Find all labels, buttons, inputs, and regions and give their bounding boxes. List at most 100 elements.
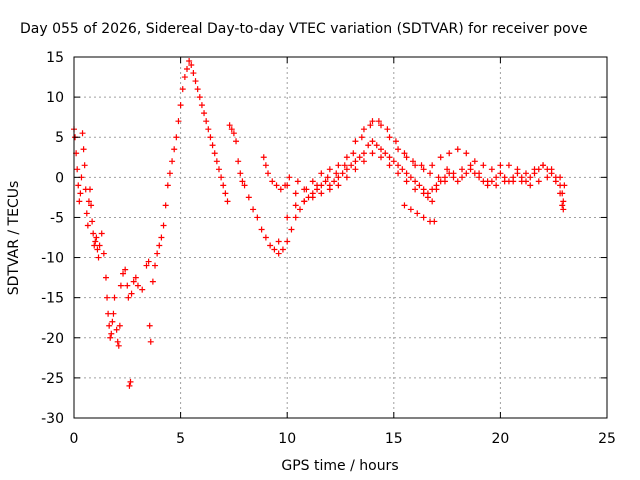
data-point <box>196 94 203 101</box>
data-point <box>467 162 474 169</box>
data-point <box>92 238 99 245</box>
data-point <box>463 150 470 157</box>
data-point <box>459 166 466 173</box>
data-point <box>80 146 87 153</box>
data-point <box>505 162 512 169</box>
data-point <box>292 214 299 221</box>
axis-ticks: 0 5 10 15 20 25 -30 -25 -20 -15 -10 -5 0 5 10 15 <box>41 50 616 447</box>
data-point <box>292 190 299 197</box>
data-point <box>122 266 129 273</box>
data-point <box>198 102 205 109</box>
data-point <box>145 258 152 265</box>
data-point <box>378 122 385 129</box>
data-point <box>149 278 156 285</box>
data-point <box>450 170 457 177</box>
data-point <box>476 170 483 177</box>
data-point <box>114 338 121 345</box>
y-tick-label: 10 <box>46 90 64 106</box>
data-point <box>401 150 408 157</box>
chart-title: Day 055 of 2026, Sidereal Day-to-day VTE… <box>20 21 588 37</box>
x-tick-label: 10 <box>278 431 296 447</box>
data-point <box>273 182 280 189</box>
data-point <box>433 186 440 193</box>
data-point <box>454 178 461 185</box>
data-point <box>343 154 350 161</box>
y-tick-label: 0 <box>55 170 64 186</box>
data-point <box>166 170 173 177</box>
data-point <box>205 126 212 133</box>
data-point <box>437 154 444 161</box>
data-point <box>250 206 257 213</box>
data-point <box>324 174 331 181</box>
data-point <box>194 86 201 93</box>
data-point <box>560 206 567 213</box>
x-tick-label: 15 <box>385 431 403 447</box>
data-point <box>560 198 567 205</box>
y-tick-label: -5 <box>50 210 64 226</box>
data-point <box>262 162 269 169</box>
data-point <box>84 222 91 229</box>
data-point <box>173 134 180 141</box>
data-point <box>104 294 111 301</box>
data-point <box>192 78 199 85</box>
data-point <box>258 226 265 233</box>
data-point <box>407 206 414 213</box>
data-point <box>211 150 218 157</box>
data-point <box>369 150 376 157</box>
data-point <box>113 326 120 333</box>
data-point <box>375 118 382 125</box>
data-point <box>522 170 529 177</box>
data-point <box>237 170 244 177</box>
data-point <box>335 162 342 169</box>
grid-lines <box>74 57 607 418</box>
y-axis-label: SDTVAR / TECUs <box>6 181 22 296</box>
data-point <box>326 186 333 193</box>
data-point <box>514 166 521 173</box>
data-point <box>88 202 95 209</box>
data-point <box>164 182 171 189</box>
data-point <box>367 122 374 129</box>
data-point <box>284 214 291 221</box>
data-point <box>108 330 115 337</box>
x-tick-label: 0 <box>70 431 79 447</box>
data-point <box>407 174 414 181</box>
data-point <box>412 186 419 193</box>
data-point <box>203 118 210 125</box>
data-point <box>322 178 329 185</box>
data-point <box>335 174 342 181</box>
data-point <box>414 210 421 217</box>
data-point <box>510 178 517 185</box>
data-point <box>318 190 325 197</box>
data-point <box>360 150 367 157</box>
data-point <box>116 322 123 329</box>
data-point <box>162 202 169 209</box>
data-point <box>552 178 559 185</box>
data-point <box>128 290 135 297</box>
data-point <box>369 118 376 125</box>
data-point <box>331 178 338 185</box>
data-point <box>390 158 397 165</box>
data-point <box>132 274 139 281</box>
data-point <box>369 138 376 145</box>
data-point <box>279 246 286 253</box>
data-point <box>373 142 380 149</box>
y-tick-label: -25 <box>41 371 64 387</box>
data-point <box>130 278 137 285</box>
data-point <box>93 234 100 241</box>
data-point <box>183 66 190 73</box>
data-point <box>226 122 233 129</box>
data-point <box>146 322 153 329</box>
data-point <box>399 166 406 173</box>
data-point <box>403 154 410 161</box>
y-tick-label: 5 <box>55 130 64 146</box>
x-tick-label: 5 <box>176 431 185 447</box>
data-point <box>109 318 116 325</box>
data-point <box>420 190 427 197</box>
data-point <box>188 62 195 69</box>
data-point <box>403 170 410 177</box>
data-point <box>107 334 114 341</box>
data-point <box>326 166 333 173</box>
data-point <box>395 146 402 153</box>
data-point <box>303 186 310 193</box>
data-point <box>218 174 225 181</box>
